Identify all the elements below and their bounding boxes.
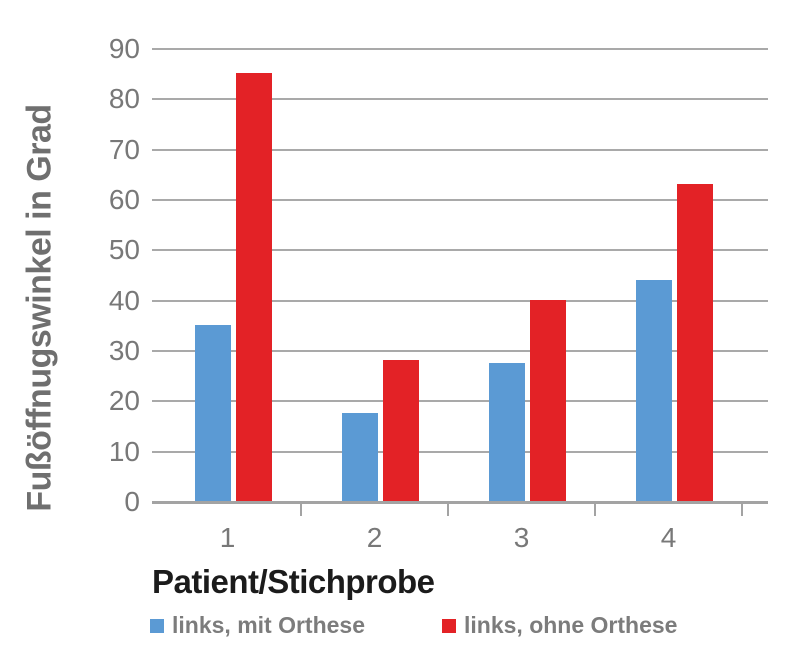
gridline-50	[152, 249, 768, 252]
y-axis-tick-label-30: 30	[108, 335, 140, 366]
y-axis-tick-label-10: 10	[108, 435, 140, 467]
gridline-40	[152, 299, 768, 302]
x-axis-tick-2	[447, 503, 449, 516]
y-axis-tick-label-0: 0	[124, 486, 140, 517]
y-axis-tick-label-20: 20	[108, 385, 140, 417]
gridline-20	[152, 400, 768, 403]
y-axis-tick-label-80: 80	[108, 83, 140, 115]
y-axis-tick-label-90: 90	[108, 33, 140, 64]
bar-links-mit-orthese-cat-4	[636, 279, 672, 501]
plot-area	[152, 48, 768, 504]
x-axis-tick-3	[594, 503, 596, 516]
x-axis-tick-1	[300, 503, 302, 516]
bar-links-mit-orthese-cat-2	[342, 412, 378, 501]
x-axis-line	[152, 501, 768, 504]
legend-item-1: links, mit Orthese	[150, 612, 365, 639]
x-axis-tick-4	[741, 503, 743, 516]
legend: links, mit Orthese links, ohne Orthese	[150, 612, 677, 639]
bar-links-mit-orthese-cat-3	[489, 362, 525, 501]
bar-links-ohne-orthese-cat-3	[530, 299, 566, 501]
gridline-30	[152, 350, 768, 352]
y-axis-tick-label-60: 60	[108, 184, 140, 215]
y-axis-tick-label-40: 40	[108, 284, 140, 316]
x-axis-category-label-2: 2	[366, 522, 383, 553]
x-axis-category-label-3: 3	[513, 522, 530, 553]
gridline-70	[152, 148, 768, 151]
gridline-60	[152, 199, 768, 201]
x-axis-category-label-1: 1	[219, 522, 236, 553]
legend-label-2: links, ohne Orthese	[464, 612, 678, 638]
gridline-10	[152, 450, 768, 453]
legend-item-2: links, ohne Orthese	[442, 612, 677, 639]
legend-swatch-icon-1	[150, 618, 164, 633]
bar-links-ohne-orthese-cat-1	[236, 73, 272, 501]
y-axis-tick-label-50: 50	[108, 234, 140, 266]
legend-swatch-icon-2	[442, 618, 457, 633]
bar-links-ohne-orthese-cat-4	[677, 183, 713, 501]
bar-links-ohne-orthese-cat-2	[383, 360, 419, 501]
bar-links-mit-orthese-cat-1	[195, 324, 231, 501]
y-axis-tick-label-70: 70	[108, 133, 140, 165]
x-axis-title: Patient/Stichprobe	[152, 563, 435, 600]
gridline-80	[152, 98, 768, 101]
legend-label-1: links, mit Orthese	[172, 612, 366, 638]
gridline-90	[152, 48, 768, 50]
x-axis-category-label-4: 4	[660, 522, 677, 553]
